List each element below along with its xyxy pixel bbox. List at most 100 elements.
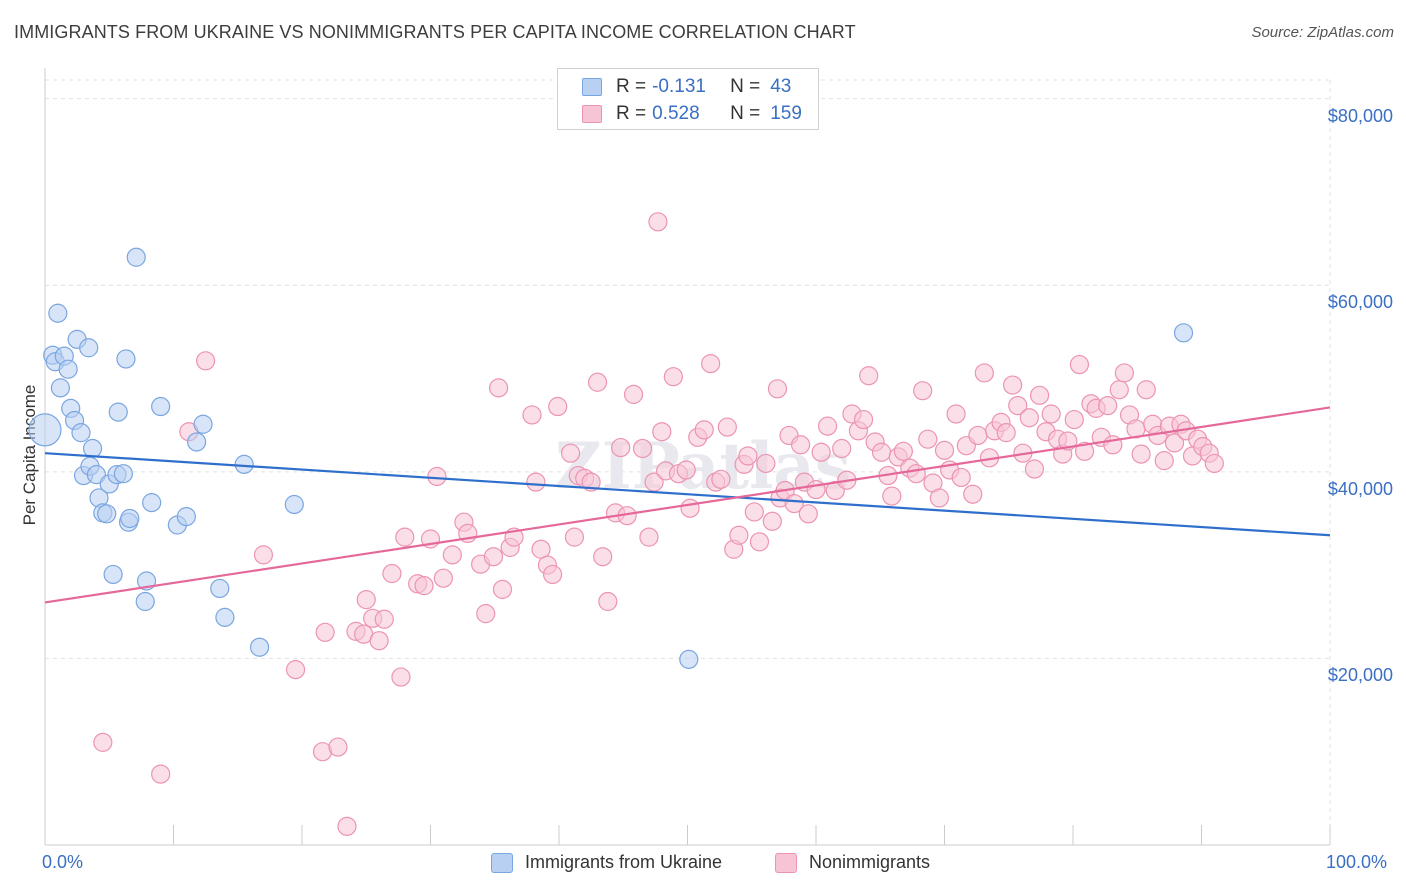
ukraine-point-30 (142, 493, 162, 513)
legend-swatch-pink (775, 852, 797, 873)
nonimmigrants-point-12 (356, 590, 376, 610)
nonimmigrants-point-3 (196, 351, 216, 371)
ukraine-point-12 (79, 338, 99, 358)
nonimmigrants-point-55 (648, 212, 668, 232)
nonimmigrants-point-66 (711, 469, 731, 489)
nonimmigrants-point-92 (853, 409, 874, 430)
legend-item-nonimmigrants: Nonimmigrants (775, 852, 930, 873)
trend-line-ukraine (44, 452, 1331, 537)
nonimmigrants-point-117 (996, 423, 1016, 443)
legend-label-ukraine: Immigrants from Ukraine (525, 852, 723, 872)
nonimmigrants-point-83 (798, 504, 818, 524)
nonimmigrants-point-135 (1098, 395, 1118, 416)
nonimmigrants-point-53 (639, 527, 659, 547)
nonimmigrants-point-112 (968, 425, 988, 446)
series-legend: Immigrants from Ukraine Nonimmigrants (0, 852, 1406, 876)
nonimmigrants-point-137 (1109, 380, 1129, 400)
nonimmigrants-point-38 (542, 564, 563, 585)
legend-r-label: R = (616, 76, 647, 97)
nonimmigrants-point-74 (756, 453, 776, 474)
nonimmigrants-point-40 (560, 443, 581, 463)
trend-lines (44, 406, 1331, 604)
nonimmigrants-point-23 (433, 568, 453, 588)
ukraine-point-4 (50, 378, 71, 398)
nonimmigrants-point-60 (676, 460, 696, 480)
trend-line-nonimmigrants (44, 406, 1331, 604)
stats-legend: R = -0.131 N = 43 R = 0.528 N = 159 (557, 68, 819, 130)
nonimmigrants-point-41 (564, 527, 585, 547)
ukraine-point-35 (193, 414, 213, 434)
nonimmigrants-point-20 (414, 576, 434, 596)
nonimmigrants-point-101 (906, 464, 926, 484)
nonimmigrants-point-8 (328, 737, 348, 757)
legend-n-value: 43 (770, 76, 792, 97)
nonimmigrants-point-147 (1164, 433, 1185, 453)
nonimmigrants-point-141 (1131, 444, 1151, 464)
nonimmigrants-point-29 (483, 547, 504, 567)
axes (44, 68, 1331, 846)
nonimmigrants-point-99 (893, 441, 913, 461)
y-tick-label: $60,000 (1327, 292, 1393, 313)
nonimmigrants-point-30 (489, 378, 509, 398)
nonimmigrants-point-142 (1136, 380, 1156, 400)
ukraine-point-40 (284, 494, 304, 515)
legend-r-value: -0.131 (652, 76, 706, 97)
legend-item-ukraine: Immigrants from Ukraine (491, 852, 722, 873)
nonimmigrants-point-56 (652, 422, 672, 442)
legend-n-label: N = (730, 76, 761, 97)
nonimmigrants-point-154 (1204, 453, 1224, 474)
ukraine-point-37 (215, 607, 235, 627)
nonimmigrants-point-129 (1064, 409, 1084, 430)
nonimmigrants-point-86 (817, 416, 838, 436)
nonimmigrants-point-52 (632, 438, 653, 459)
ukraine-point-18 (97, 504, 117, 524)
nonimmigrants-point-45 (587, 372, 608, 392)
ukraine-point-31 (151, 396, 171, 417)
nonimmigrants-point-145 (1154, 451, 1174, 471)
nonimmigrants-point-122 (1024, 459, 1045, 479)
nonimmigrants-point-119 (1008, 395, 1028, 416)
ukraine-point-15 (86, 465, 107, 485)
nonimmigrants-point-102 (913, 381, 933, 401)
source-credit: Source: ZipAtlas.com (1251, 24, 1394, 41)
nonimmigrants-point-51 (623, 384, 644, 404)
ukraine-point-28 (135, 591, 155, 612)
legend-row-ukraine: R = -0.131 N = 43 (582, 76, 791, 98)
nonimmigrants-point-61 (680, 498, 700, 518)
ukraine-point-20 (103, 564, 123, 585)
nonimmigrants-point-105 (929, 488, 949, 508)
ukraine-point-24 (116, 349, 136, 369)
nonimmigrants-point-16 (382, 563, 402, 584)
legend-swatch-blue (491, 852, 513, 873)
series-immigrants-from-ukraine (28, 247, 1194, 669)
ukraine-point-3 (48, 303, 68, 323)
nonimmigrants-point-81 (790, 435, 811, 455)
ukraine-point-34 (187, 432, 207, 452)
nonimmigrants-point-121 (1019, 408, 1039, 428)
nonimmigrants-point-75 (762, 511, 782, 531)
nonimmigrants-point-84 (806, 479, 826, 500)
legend-r-label: R = (616, 103, 647, 124)
nonimmigrants-point-97 (882, 486, 902, 506)
ukraine-point-38 (234, 454, 254, 474)
nonimmigrants-point-1 (151, 764, 171, 784)
nonimmigrants-point-39 (548, 396, 568, 417)
ukraine-point-42 (1173, 323, 1194, 343)
nonimmigrants-point-95 (871, 442, 892, 462)
nonimmigrants-point-93 (859, 366, 879, 386)
nonimmigrants-point-49 (611, 437, 631, 458)
nonimmigrants-point-67 (717, 417, 737, 437)
nonimmigrants-point-17 (391, 667, 411, 687)
nonimmigrants-point-138 (1114, 363, 1135, 383)
ukraine-point-41 (679, 649, 699, 669)
nonimmigrants-point-4 (253, 545, 274, 565)
ukraine-point-6 (58, 359, 78, 379)
nonimmigrants-point-73 (749, 532, 770, 552)
nonimmigrants-point-113 (974, 363, 994, 383)
nonimmigrants-point-108 (946, 404, 966, 424)
legend-n-value: 159 (770, 103, 802, 124)
nonimmigrants-point-106 (934, 440, 955, 460)
nonimmigrants-point-131 (1074, 441, 1095, 461)
nonimmigrants-point-80 (784, 493, 804, 514)
legend-swatch-blue (582, 78, 602, 96)
